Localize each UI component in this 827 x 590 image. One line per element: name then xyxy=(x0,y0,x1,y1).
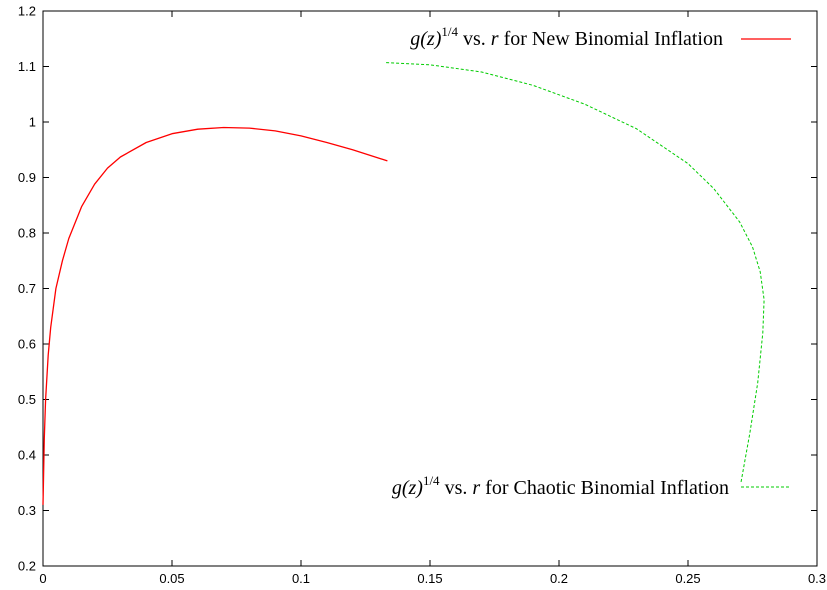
x-tick-label: 0.15 xyxy=(417,571,442,586)
x-tick-label: 0.05 xyxy=(159,571,184,586)
y-tick-label: 0.3 xyxy=(18,503,36,518)
series-lines xyxy=(42,62,765,505)
x-tick-label: 0 xyxy=(39,571,46,586)
y-tick-label: 1.2 xyxy=(18,4,36,19)
y-tick-label: 0.4 xyxy=(18,448,36,463)
y-tick-label: 0.2 xyxy=(18,559,36,574)
y-tick-label: 1.1 xyxy=(18,59,36,74)
x-tick-label: 0.25 xyxy=(675,571,700,586)
y-tick-label: 0.5 xyxy=(18,392,36,407)
x-tick-label: 0.2 xyxy=(550,571,568,586)
x-tick-label: 0.1 xyxy=(292,571,310,586)
legend: g(z)1/4 vs. r for New Binomial Inflation… xyxy=(392,24,791,499)
y-tick-label: 1 xyxy=(29,115,36,130)
legend-label-new-binomial: g(z)1/4 vs. r for New Binomial Inflation xyxy=(410,24,723,50)
series-line-new-binomial xyxy=(42,126,388,505)
axis-ticks: 0 0.05 0.1 0.15 0.2 0.25 0.3 0.2 0.3 0.4 0.5 0.6 0.7… xyxy=(18,4,826,587)
y-tick-label: 0.6 xyxy=(18,337,36,352)
series-line-chaotic-binomial xyxy=(386,62,765,483)
legend-label-chaotic-binomial: g(z)1/4 vs. r for Chaotic Binomial Infla… xyxy=(392,473,729,499)
x-tick-label: 0.3 xyxy=(808,571,826,586)
y-tick-label: 0.7 xyxy=(18,281,36,296)
y-tick-label: 0.8 xyxy=(18,226,36,241)
y-tick-label: 0.9 xyxy=(18,170,36,185)
